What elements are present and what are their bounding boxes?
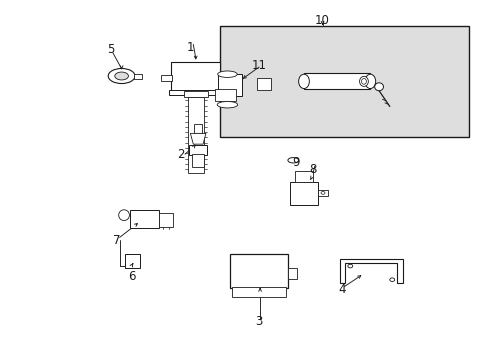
Bar	[219, 75, 230, 81]
Ellipse shape	[217, 71, 237, 77]
Bar	[134, 74, 142, 79]
Bar	[159, 213, 172, 226]
Text: 7: 7	[113, 234, 120, 247]
Bar	[171, 62, 220, 92]
Text: 1: 1	[187, 41, 194, 54]
Ellipse shape	[389, 278, 394, 282]
Text: 2: 2	[177, 148, 184, 161]
Bar	[194, 125, 202, 134]
Text: 3: 3	[255, 315, 262, 328]
Bar	[229, 253, 288, 288]
Bar	[317, 190, 328, 196]
Ellipse shape	[115, 72, 128, 80]
Bar	[290, 182, 317, 205]
Bar	[295, 171, 312, 182]
Text: 4: 4	[338, 283, 345, 296]
Ellipse shape	[298, 74, 309, 89]
Ellipse shape	[347, 264, 352, 268]
Ellipse shape	[321, 192, 325, 194]
Bar	[130, 211, 159, 228]
Bar	[220, 26, 468, 137]
Bar	[168, 90, 222, 95]
Ellipse shape	[361, 78, 366, 84]
Ellipse shape	[217, 102, 237, 108]
Bar	[125, 253, 140, 268]
Text: 10: 10	[314, 14, 329, 27]
Text: 11: 11	[251, 59, 266, 72]
Ellipse shape	[364, 74, 375, 89]
Ellipse shape	[359, 76, 367, 86]
Polygon shape	[339, 259, 402, 283]
Bar	[215, 89, 235, 101]
Text: 8: 8	[308, 163, 316, 176]
Bar	[288, 268, 297, 279]
Bar	[256, 78, 271, 90]
Bar	[183, 91, 207, 97]
Ellipse shape	[287, 158, 298, 163]
Ellipse shape	[119, 210, 129, 221]
Ellipse shape	[374, 83, 383, 91]
Bar	[192, 154, 203, 167]
Text: 6: 6	[128, 270, 136, 283]
Text: 9: 9	[291, 156, 299, 168]
Bar	[187, 97, 203, 173]
Text: 5: 5	[106, 42, 114, 55]
Bar	[232, 287, 285, 297]
Bar	[160, 75, 172, 81]
Bar	[189, 145, 206, 155]
Bar	[304, 73, 369, 89]
Polygon shape	[190, 134, 205, 144]
Bar	[217, 74, 242, 96]
Ellipse shape	[108, 68, 135, 84]
